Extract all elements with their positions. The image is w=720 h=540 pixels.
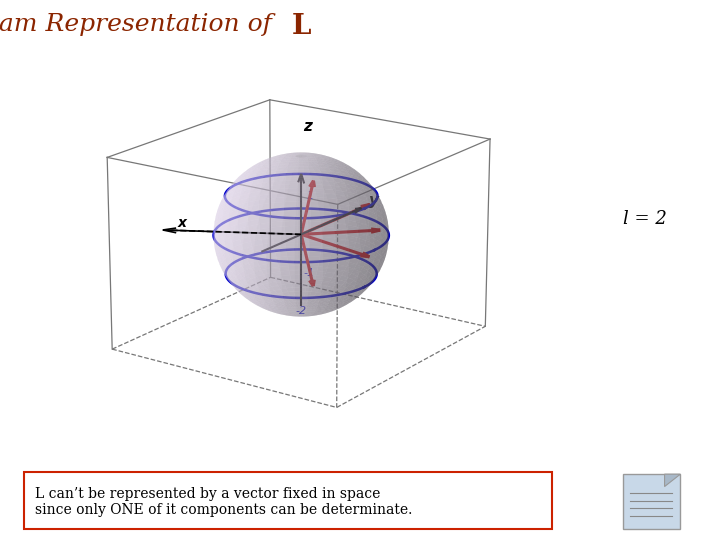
Text: L: L	[292, 14, 311, 40]
Text: Diagram Representation of: Diagram Representation of	[0, 14, 288, 37]
Polygon shape	[665, 474, 680, 487]
FancyBboxPatch shape	[24, 472, 552, 529]
FancyBboxPatch shape	[623, 474, 680, 529]
Text: l = 2: l = 2	[623, 210, 667, 228]
Text: L can’t be represented by a vector fixed in space
since only ONE of it component: L can’t be represented by a vector fixed…	[35, 487, 413, 517]
